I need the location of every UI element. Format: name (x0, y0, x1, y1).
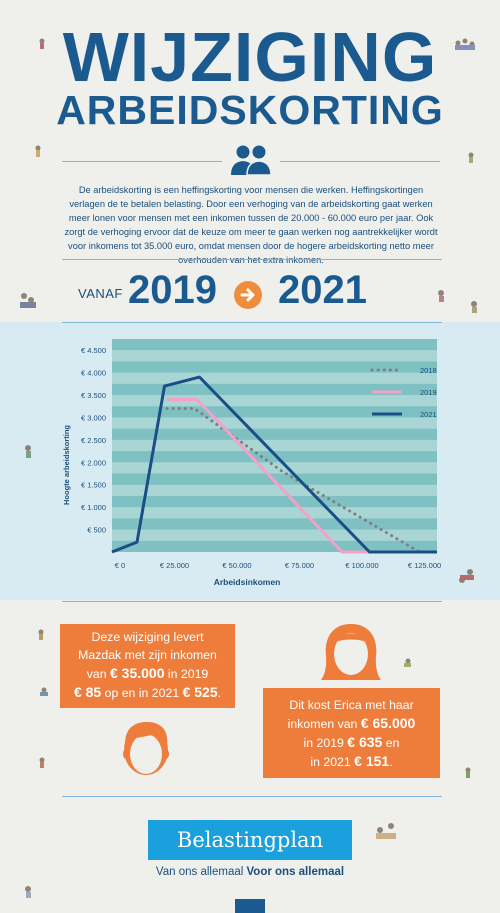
erica-income: € 65.000 (360, 715, 416, 731)
legend-label-2019: 2019 (420, 388, 437, 397)
erica-text: . (389, 755, 393, 769)
y-tick-label: € 3.500 (81, 391, 106, 400)
erica-text: en (382, 736, 400, 750)
from-year: 2019 (128, 268, 217, 312)
x-tick-label: € 125.000 (408, 561, 441, 570)
mazdak-example-box: Deze wijziging levert Mazdak met zijn in… (60, 624, 235, 708)
chart-band (112, 428, 437, 440)
series-line-2021 (111, 375, 437, 554)
mazdak-text: . (217, 686, 222, 700)
page-title-line2: ARBEIDSKORTING (56, 87, 444, 133)
mazdak-text: op en in 2021 (101, 686, 183, 700)
mazdak-text: in 2019 (164, 667, 209, 681)
chart-band (112, 406, 437, 418)
y-tick-label: € 4.500 (81, 346, 106, 355)
income-chart: € 500 € 1.000 € 1.500 € 2.000 € 2.500 € 3.000… (81, 339, 441, 587)
arrow-right-icon (234, 281, 262, 309)
x-tick-label: € 100.000 (345, 561, 378, 570)
mazdak-text: van (86, 667, 110, 681)
y-axis-label: Hoogte arbeidskorting (62, 425, 71, 505)
vanaf-label: VANAF (78, 286, 123, 301)
mazdak-amount-2021: € 525 (182, 684, 218, 700)
erica-text: in 2021 (310, 755, 355, 769)
divider (62, 322, 442, 323)
tagline-bold: Voor ons allemaal (246, 866, 345, 878)
y-tick-label: € 2.500 (81, 436, 106, 445)
page-title-line1: WIJZIGING (62, 18, 438, 96)
chart-band (112, 451, 437, 463)
chart-band (112, 540, 437, 552)
chart-bands (112, 339, 437, 552)
erica-line1: Dit kost Erica met haar (289, 698, 414, 712)
legend-label-2018: 2018 (420, 366, 437, 375)
erica-text: in 2019 (303, 736, 348, 750)
y-tick-label: € 1.000 (81, 503, 106, 512)
mazdak-line2: Mazdak met zijn inkomen (78, 648, 217, 662)
bottom-tab[interactable] (235, 899, 265, 913)
y-tick-label: € 3.000 (81, 413, 106, 422)
female-face-icon (321, 624, 381, 680)
y-tick-label: € 4.000 (81, 369, 106, 378)
legend-label-2021: 2021 (420, 410, 437, 419)
x-tick-label: € 50.000 (222, 561, 251, 570)
divider-right (280, 161, 440, 162)
divider-left (62, 161, 222, 162)
mazdak-amount-2019: € 85 (73, 684, 102, 700)
people-icon (231, 145, 272, 176)
erica-text: inkomen van (287, 717, 361, 731)
chart-band (112, 361, 437, 373)
footer-tagline: Van ons allemaal Voor ons allemaal (0, 866, 500, 878)
x-tick-labels: € 0 € 25.000 € 50.000 € 75.000 € 100.000 € 12… (115, 561, 441, 570)
chart-legend: 2018 2019 2021 (370, 366, 437, 419)
y-tick-label: € 500 (87, 526, 106, 535)
erica-amount-2021: € 151 (354, 753, 390, 769)
chart-band (112, 383, 437, 396)
to-year: 2021 (278, 268, 367, 312)
chart-plot-area (112, 339, 437, 552)
series-line-2018 (165, 407, 421, 554)
y-tick-label: € 1.500 (81, 481, 106, 490)
divider (62, 259, 442, 260)
chart-band (112, 339, 437, 351)
x-axis-label: Arbeidsinkomen (214, 577, 281, 587)
mazdak-line1: Deze wijziging levert (91, 630, 204, 644)
x-tick-label: € 25.000 (160, 561, 189, 570)
mazdak-income: € 35.000 (109, 665, 165, 681)
divider (62, 796, 442, 797)
y-tick-label: € 2.000 (81, 458, 106, 467)
y-axis-label-container: Hoogte arbeidskorting (62, 425, 71, 505)
x-tick-label: € 0 (115, 561, 125, 570)
male-face-icon (123, 722, 169, 775)
belastingplan-button[interactable]: Belastingplan (148, 820, 352, 860)
chart-band (112, 495, 437, 508)
intro-paragraph: De arbeidskorting is een heffingskorting… (64, 185, 438, 265)
erica-example-box: Dit kost Erica met haar inkomen van € 65… (263, 688, 440, 778)
chart-lines (111, 375, 437, 554)
tagline-normal: Van ons allemaal (155, 866, 247, 878)
divider (62, 601, 442, 602)
y-tick-labels: € 500 € 1.000 € 1.500 € 2.000 € 2.500 € 3.000… (81, 346, 106, 534)
erica-amount-2019: € 635 (347, 734, 383, 750)
chart-band (112, 518, 437, 530)
x-tick-label: € 75.000 (285, 561, 314, 570)
